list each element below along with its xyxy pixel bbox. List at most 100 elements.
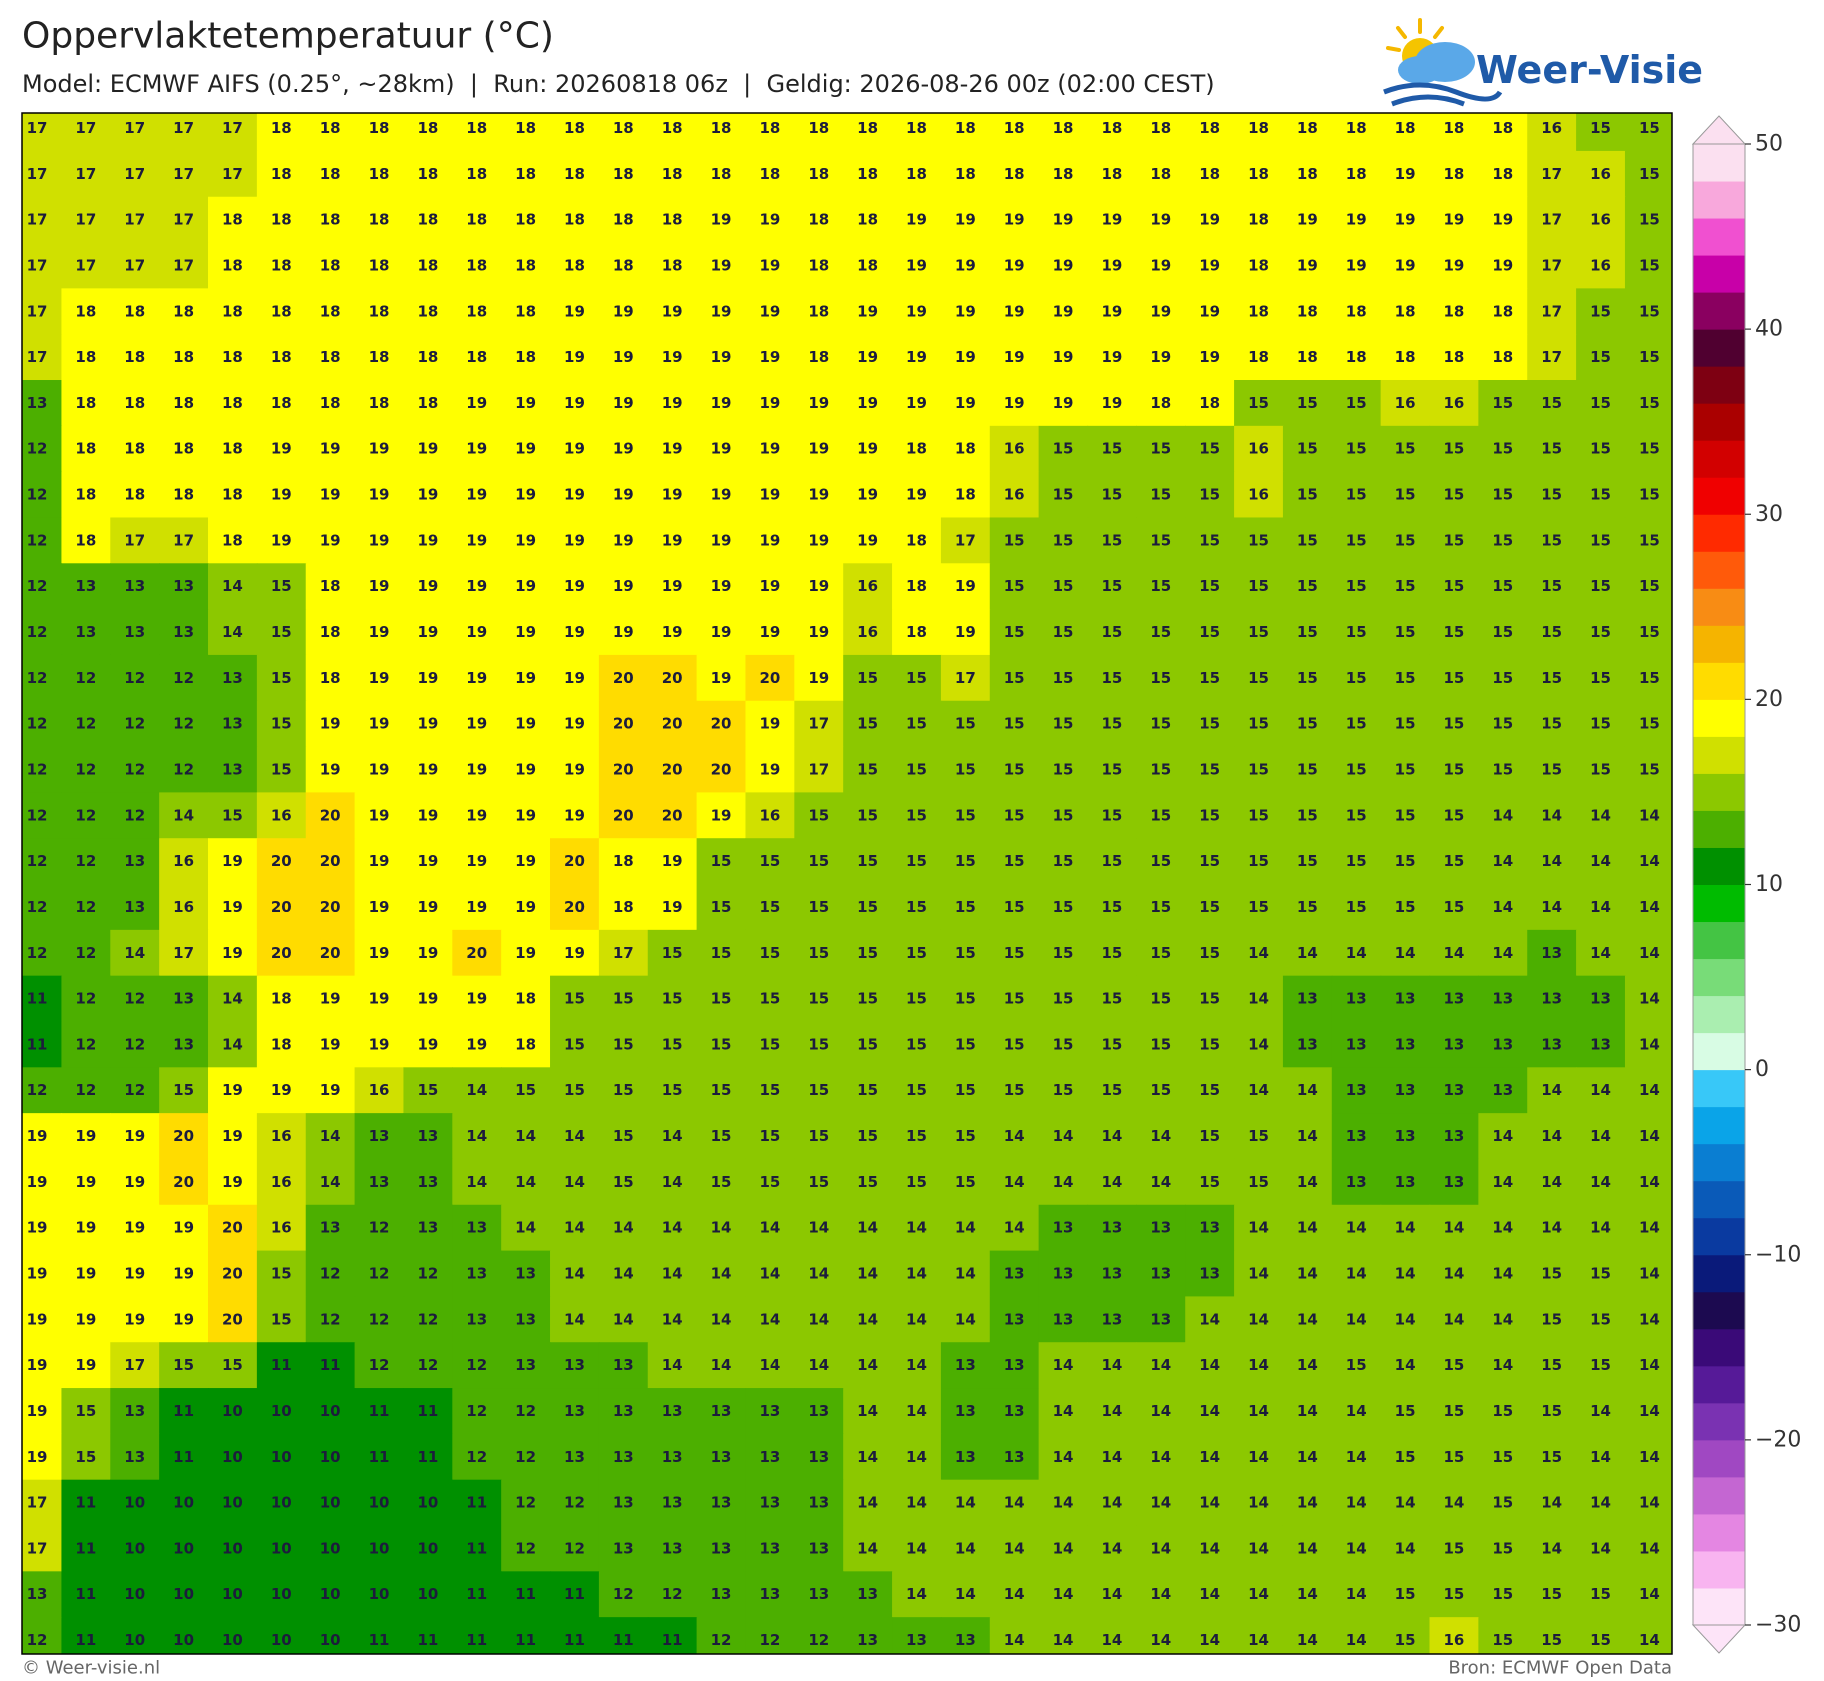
- temperature-cell: [1282, 425, 1333, 473]
- temperature-cell: [1380, 838, 1431, 885]
- temperature-label: 10: [320, 1539, 341, 1557]
- temperature-label: 13: [466, 1219, 487, 1237]
- temperature-label: 15: [1297, 486, 1318, 504]
- temperature-label: 14: [613, 1219, 634, 1237]
- temperature-cell: [1624, 113, 1672, 152]
- temperature-cell: [843, 113, 893, 152]
- temperature-label: 18: [857, 119, 878, 137]
- temperature-cell: [1331, 517, 1382, 564]
- temperature-cell: [647, 242, 698, 289]
- temperature-label: 15: [1248, 577, 1269, 595]
- temperature-cell: [598, 838, 649, 885]
- temperature-cell: [1380, 884, 1431, 931]
- temperature-cell: [745, 288, 795, 335]
- temperature-label: 14: [1346, 1402, 1367, 1420]
- temperature-cell: [843, 746, 893, 793]
- temperature-label: 18: [1395, 302, 1416, 320]
- temperature-cell: [1331, 113, 1382, 152]
- temperature-label: 19: [417, 760, 438, 778]
- temperature-label: 18: [1297, 302, 1318, 320]
- colorbar-tick-label: 20: [1755, 687, 1783, 712]
- temperature-label: 18: [711, 119, 732, 137]
- temperature-label: 14: [662, 1127, 683, 1145]
- temperature-label: 13: [1541, 1035, 1562, 1053]
- temperature-label: 13: [711, 1448, 732, 1466]
- temperature-label: 19: [124, 1310, 145, 1328]
- temperature-cell: [403, 563, 453, 610]
- temperature-label: 13: [1053, 1310, 1074, 1328]
- temperature-cell: [892, 425, 942, 473]
- temperature-label: 18: [466, 256, 487, 274]
- temperature-label: 15: [1297, 440, 1318, 458]
- temperature-cell: [745, 884, 795, 931]
- temperature-label: 13: [1101, 1310, 1122, 1328]
- temperature-label: 18: [417, 302, 438, 320]
- temperature-label: 19: [417, 990, 438, 1008]
- temperature-label: 10: [222, 1402, 243, 1420]
- temperature-cell: [1576, 700, 1626, 748]
- temperature-label: 19: [906, 211, 927, 229]
- temperature-cell: [843, 425, 893, 473]
- temperature-label: 19: [1444, 256, 1465, 274]
- temperature-label: 18: [515, 1035, 536, 1053]
- temperature-label: 10: [417, 1585, 438, 1603]
- temperature-cell: [1380, 609, 1431, 656]
- temperature-cell: [354, 700, 405, 748]
- temperature-label: 13: [1590, 1035, 1611, 1053]
- temperature-label: 13: [662, 1539, 683, 1557]
- temperature-cell: [1380, 242, 1431, 289]
- temperature-cell: [22, 700, 63, 748]
- temperature-label: 15: [906, 944, 927, 962]
- temperature-label: 13: [1004, 1265, 1025, 1283]
- temperature-label: 19: [369, 852, 390, 870]
- temperature-label: 14: [1492, 806, 1513, 824]
- temperature-label: 15: [955, 760, 976, 778]
- temperature-label: 19: [222, 898, 243, 916]
- temperature-label: 12: [27, 806, 48, 824]
- temperature-label: 14: [1492, 1265, 1513, 1283]
- temperature-label: 14: [808, 1265, 829, 1283]
- temperature-cell: [1331, 975, 1382, 1023]
- temperature-label: 15: [1346, 577, 1367, 595]
- temperature-label: 19: [759, 256, 780, 274]
- temperature-label: 18: [222, 394, 243, 412]
- temperature-cell: [208, 517, 258, 564]
- temperature-label: 15: [1639, 486, 1660, 504]
- temperature-label: 19: [613, 623, 634, 641]
- temperature-label: 13: [124, 623, 145, 641]
- temperature-label: 15: [1639, 165, 1660, 183]
- temperature-label: 19: [906, 256, 927, 274]
- temperature-label: 14: [1248, 990, 1269, 1008]
- temperature-label: 15: [613, 1081, 634, 1099]
- temperature-label: 18: [222, 302, 243, 320]
- temperature-label: 15: [271, 623, 292, 641]
- temperature-cell: [403, 929, 453, 977]
- temperature-cell: [940, 150, 991, 198]
- temperature-label: 13: [564, 1402, 585, 1420]
- temperature-cell: [403, 517, 453, 564]
- temperature-label: 14: [1248, 1539, 1269, 1557]
- temperature-label: 15: [1101, 715, 1122, 733]
- temperature-label: 15: [271, 760, 292, 778]
- temperature-label: 15: [1053, 486, 1074, 504]
- temperature-label: 15: [1444, 1539, 1465, 1557]
- temperature-label: 18: [417, 119, 438, 137]
- temperature-label: 15: [1639, 531, 1660, 549]
- temperature-label: 15: [1492, 1402, 1513, 1420]
- temperature-label: 17: [27, 256, 48, 274]
- temperature-label: 13: [808, 1585, 829, 1603]
- temperature-cell: [745, 929, 795, 977]
- temperature-label: 14: [1004, 1631, 1025, 1649]
- temperature-cell: [1087, 517, 1137, 564]
- temperature-label: 14: [1199, 1356, 1220, 1374]
- temperature-label: 12: [613, 1585, 634, 1603]
- temperature-cell: [159, 654, 209, 702]
- temperature-cell: [1429, 196, 1479, 244]
- temperature-cell: [305, 838, 356, 885]
- temperature-label: 15: [857, 760, 878, 778]
- temperature-label: 20: [320, 852, 341, 870]
- temperature-label: 17: [173, 211, 194, 229]
- temperature-cell: [403, 334, 453, 381]
- temperature-label: 15: [1395, 440, 1416, 458]
- temperature-label: 15: [271, 715, 292, 733]
